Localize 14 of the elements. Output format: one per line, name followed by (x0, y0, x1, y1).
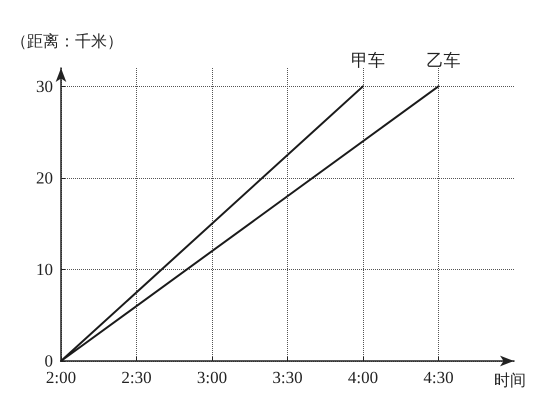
x-tick-label: 2:00 (46, 368, 76, 387)
y-tick-label: 0 (44, 352, 53, 370)
y-axis-title: （距离：千米） (11, 32, 123, 50)
y-tick-label: 10 (36, 260, 53, 279)
x-tick-label: 2:30 (121, 368, 152, 387)
y-tick-label: 30 (36, 76, 53, 96)
x-axis-title: 时间 (494, 372, 526, 390)
y-tick-label: 20 (36, 168, 53, 188)
x-tick-label: 3:30 (272, 368, 303, 387)
series-label: 乙车 (426, 50, 460, 70)
x-tick-label: 3:00 (196, 368, 228, 387)
series-label: 甲车 (351, 50, 385, 70)
x-tick-label: 4:00 (348, 368, 378, 387)
x-tick-label: 4:30 (423, 368, 454, 387)
